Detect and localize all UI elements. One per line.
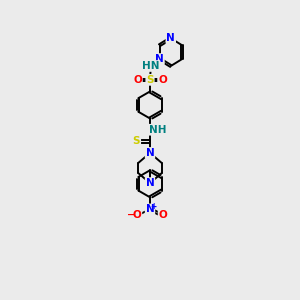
- Text: +: +: [150, 202, 157, 211]
- Text: S: S: [133, 136, 140, 146]
- Text: O: O: [158, 75, 167, 85]
- Text: N: N: [146, 204, 154, 214]
- Text: N: N: [146, 178, 154, 188]
- Text: N: N: [155, 54, 164, 64]
- Text: S: S: [146, 75, 154, 85]
- Text: N: N: [167, 33, 175, 43]
- Text: O: O: [133, 75, 142, 85]
- Text: NH: NH: [148, 125, 166, 135]
- Text: N: N: [146, 148, 154, 158]
- Text: −: −: [128, 210, 136, 220]
- Text: O: O: [159, 211, 167, 220]
- Text: O: O: [133, 211, 141, 220]
- Text: HN: HN: [142, 61, 160, 71]
